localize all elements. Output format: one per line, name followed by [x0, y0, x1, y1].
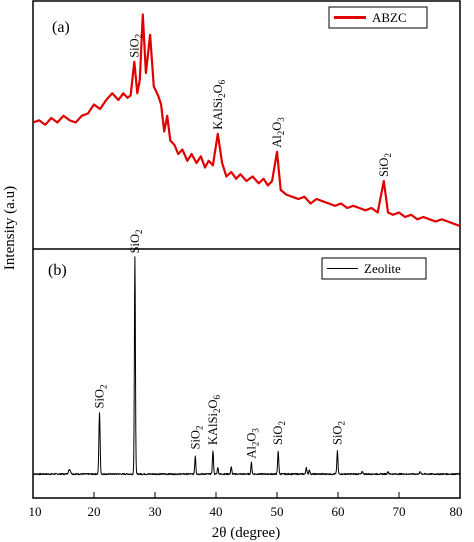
zeolite-peak-label-4: Al2O3 — [244, 428, 260, 459]
x-tick-label-40: 40 — [210, 504, 223, 519]
x-tick-label-60: 60 — [332, 504, 345, 519]
zeolite-peak-label-6: SiO2 — [330, 421, 346, 445]
panel-a-label: (a) — [52, 19, 70, 36]
x-tick-label-80: 80 — [450, 504, 463, 519]
legend-zeolite: Zeolite — [321, 257, 427, 280]
x-tick-label-70: 70 — [393, 504, 406, 519]
zeolite-peak-label-5: SiO2 — [271, 421, 287, 445]
y-axis-label: Intensity (a.u) — [2, 186, 18, 270]
x-tick-label-20: 20 — [88, 504, 101, 519]
x-tick-label-10: 10 — [29, 504, 42, 519]
zeolite-peak-label-3: KAlSi2O6 — [206, 395, 222, 445]
abzc-peak-label-1: KAlSi2O6 — [211, 79, 227, 129]
x-axis-label: 2θ (degree) — [212, 525, 280, 541]
series-abzc-line — [32, 13, 461, 228]
legend-zeolite-box — [321, 257, 427, 280]
panel-b-label: (b) — [48, 262, 67, 279]
legend-zeolite-label: Zeolite — [364, 261, 401, 276]
abzc-peak-label-2: Al2O3 — [270, 117, 286, 148]
x-axis-ticks: 10 20 30 40 50 60 70 80 — [29, 492, 463, 519]
x-tick-label-30: 30 — [149, 504, 162, 519]
legend-abzc-box — [328, 6, 428, 29]
x-tick-label-50: 50 — [271, 504, 284, 519]
abzc-peak-label-0: SiO2 — [127, 34, 143, 58]
zeolite-peak-label-2: SiO2 — [188, 426, 204, 450]
zeolite-peak-label-1: SiO2 — [128, 229, 144, 253]
abzc-peak-label-3: SiO2 — [377, 153, 393, 177]
legend-abzc: ABZC — [328, 6, 428, 29]
annotations-a: SiO2 KAlSi2O6 Al2O3 SiO2 — [127, 34, 393, 177]
zeolite-peak-label-0: SiO2 — [93, 385, 109, 409]
legend-abzc-label: ABZC — [372, 10, 407, 25]
series-zeolite-line — [32, 256, 461, 476]
